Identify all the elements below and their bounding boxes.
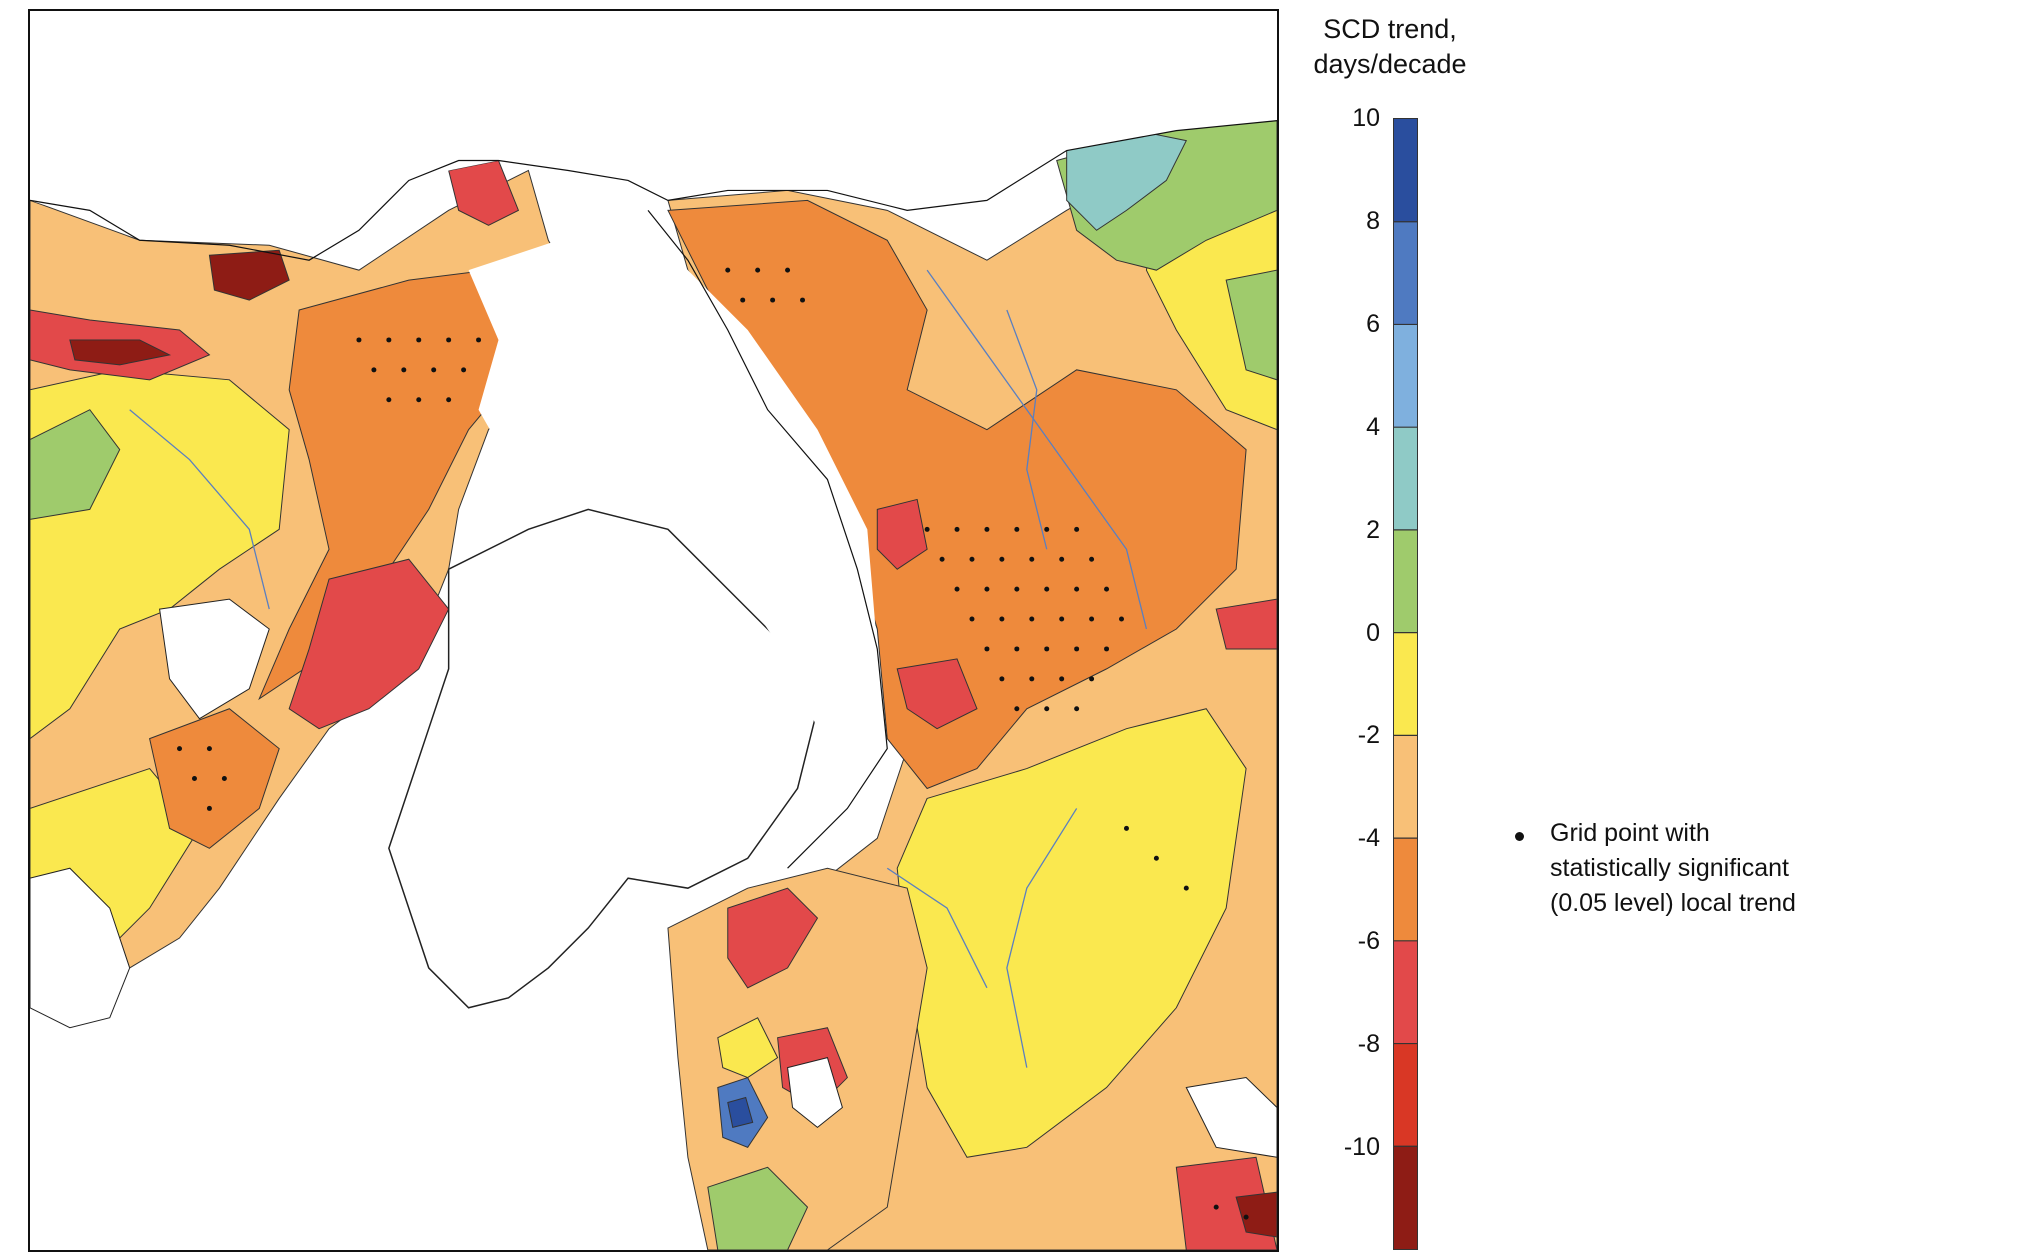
no-data-caspian: [1185, 1077, 1277, 1158]
colorbar-swatch: [1394, 735, 1417, 839]
colorbar-tick-label: 8: [1366, 206, 1380, 235]
na-red-patch-ne: [448, 159, 520, 226]
eurasia-red-patch-ural: [896, 658, 978, 730]
colorbar-tick-label: 2: [1366, 515, 1380, 544]
colorbar-tick-label: -10: [1343, 1133, 1380, 1162]
colorbar-swatch: [1394, 632, 1417, 736]
na-red-patch-hudson: [288, 558, 450, 730]
no-data-north-pacific: [498, 11, 1277, 211]
colorbar-swatch: [1394, 1146, 1417, 1249]
eurasia-darkred-patch-se: [1235, 1191, 1277, 1238]
colorbar-tick-label: 10: [1352, 104, 1380, 132]
na-orange-zone-2: [149, 708, 280, 849]
colorbar-swatches: [1394, 119, 1417, 1249]
colorbar-tick-label: 6: [1366, 309, 1380, 338]
colorbar-swatch: [1394, 427, 1417, 531]
colorbar-swatch: [1394, 119, 1417, 223]
colorbar-tick-label: 4: [1366, 412, 1380, 441]
europe-red-zone: [727, 887, 819, 989]
europe-green-zone: [707, 1166, 809, 1250]
significance-dot-icon: [1515, 832, 1524, 841]
no-data-top-left: [30, 11, 499, 241]
no-data-na-interior: [159, 598, 270, 720]
colorbar-swatch: [1394, 1043, 1417, 1147]
colorbar-swatch: [1394, 221, 1417, 325]
colorbar-swatch: [1394, 838, 1417, 942]
legend-title-line2: days/decade: [1313, 49, 1467, 79]
rivers: [129, 269, 1148, 1068]
map-canvas: [30, 11, 1277, 1250]
coastlines: [30, 120, 1277, 869]
colorbar-tick-label: -2: [1357, 721, 1380, 750]
colorbar-swatch: [1394, 324, 1417, 428]
na-darkred-patch-north: [208, 249, 290, 301]
colorbar-tick-label: -8: [1357, 1030, 1380, 1059]
legend-title: SCD trend, days/decade: [1290, 12, 1490, 82]
colorbar-tick-label: -6: [1357, 927, 1380, 956]
colorbar-swatch: [1394, 529, 1417, 634]
colorbar-swatch: [1394, 940, 1417, 1045]
no-data-arctic-ocean: [468, 230, 888, 799]
significance-note: Grid point with statistically significan…: [1550, 819, 1796, 917]
europe-darkblue-zone: [727, 1096, 754, 1129]
eurasia-red-patch-arctic: [876, 498, 928, 570]
europe-yellow-zone: [717, 1017, 779, 1079]
no-data-baltic: [787, 1057, 843, 1129]
significance-dots: [177, 267, 1249, 1220]
no-data-na-south: [30, 867, 131, 1029]
eurasia-red-patch-east: [1215, 598, 1277, 650]
colorbar-tick-label: -4: [1357, 824, 1380, 853]
eurasia-green-east: [1225, 269, 1277, 381]
na-darkred-patch-west: [69, 339, 172, 366]
no-data-greenland: [388, 508, 819, 1009]
snow-trend-map: [28, 9, 1279, 1252]
na-green-patch: [30, 409, 121, 520]
legend-title-line1: SCD trend,: [1323, 14, 1457, 44]
colorbar-tick-label: 0: [1366, 618, 1380, 647]
colorbar: [1393, 118, 1418, 1250]
